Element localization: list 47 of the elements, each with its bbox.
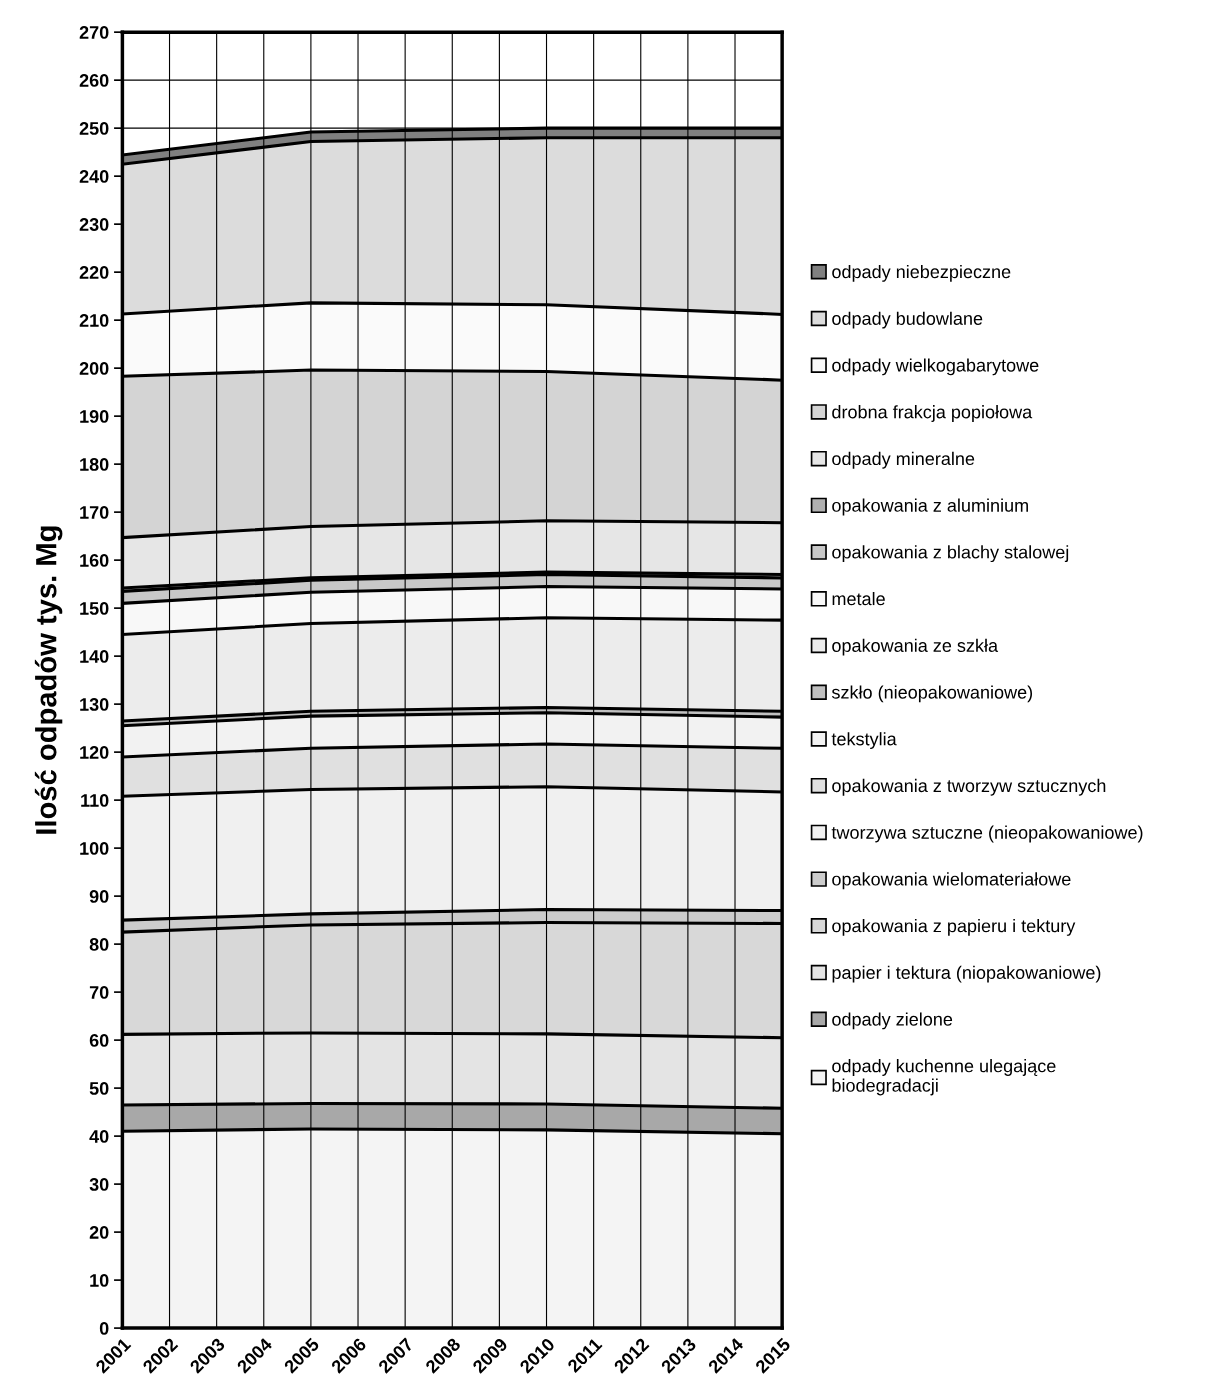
y-tick-label: 100 bbox=[80, 842, 109, 855]
y-tick-label: 40 bbox=[89, 1130, 109, 1143]
y-tick-label: 70 bbox=[89, 986, 109, 999]
legend-label: opakowania wielomateriałowe bbox=[832, 872, 1071, 890]
y-tick-label: 0 bbox=[99, 1322, 109, 1335]
y-tick-label: 110 bbox=[81, 794, 109, 807]
legend-label: odpady wielkogabarytowe bbox=[832, 358, 1039, 376]
y-axis-title: Ilość odpadów tys. Mg bbox=[34, 526, 63, 834]
y-tick-label: 30 bbox=[89, 1178, 109, 1191]
y-tick-label: 20 bbox=[89, 1226, 109, 1239]
y-tick-label: 250 bbox=[79, 122, 109, 135]
legend-label: odpady niebezpieczne bbox=[832, 264, 1011, 282]
legend-label: szkło (nieopakowaniowe) bbox=[831, 685, 1033, 703]
legend-label: odpady mineralne bbox=[832, 451, 975, 469]
y-tick-label: 270 bbox=[79, 26, 109, 39]
y-tick-label: 120 bbox=[80, 746, 109, 759]
y-tick-label: 230 bbox=[79, 218, 109, 231]
legend-label: odpady kuchenne ulegające biodegradacji bbox=[832, 1059, 1056, 1096]
y-tick-label: 10 bbox=[90, 1274, 109, 1287]
legend-label: opakowania z aluminium bbox=[832, 498, 1028, 516]
y-tick-label: 140 bbox=[80, 650, 109, 663]
y-tick-label: 60 bbox=[89, 1034, 109, 1047]
y-tick-label: 240 bbox=[79, 170, 109, 183]
legend-label: opakowania z tworzyw sztucznych bbox=[832, 778, 1106, 796]
y-tick-label: 160 bbox=[80, 554, 109, 567]
legend-label: tekstylia bbox=[831, 732, 897, 749]
legend-label: odpady zielone bbox=[832, 1012, 953, 1030]
legend-label: drobna frakcja popiołowa bbox=[832, 405, 1033, 422]
y-tick-label: 200 bbox=[79, 362, 109, 375]
y-tick-label: 80 bbox=[89, 938, 109, 951]
y-tick-label: 90 bbox=[89, 890, 109, 903]
legend-label: metale bbox=[832, 592, 885, 606]
y-tick-label: 150 bbox=[80, 602, 109, 615]
y-tick-label: 220 bbox=[79, 266, 109, 279]
y-tick-label: 50 bbox=[89, 1082, 109, 1095]
y-tick-label: 130 bbox=[80, 698, 109, 711]
y-tick-label: 170 bbox=[80, 506, 109, 519]
y-tick-label: 210 bbox=[79, 314, 109, 327]
legend-label: opakowania z blachy stalowej bbox=[832, 545, 1069, 563]
y-tick-label: 190 bbox=[80, 410, 109, 423]
legend-label: opakowania z papieru i tektury bbox=[832, 919, 1076, 936]
y-tick-label: 260 bbox=[79, 74, 109, 87]
legend-label: tworzywa sztuczne (nieopakowaniowe) bbox=[831, 825, 1143, 843]
legend-label: opakowania ze szkła bbox=[832, 638, 999, 656]
legend-label: odpady budowlane bbox=[832, 311, 983, 329]
y-tick-label: 180 bbox=[80, 458, 109, 471]
legend-label: papier i tektura (niopakowaniowe) bbox=[832, 965, 1101, 983]
